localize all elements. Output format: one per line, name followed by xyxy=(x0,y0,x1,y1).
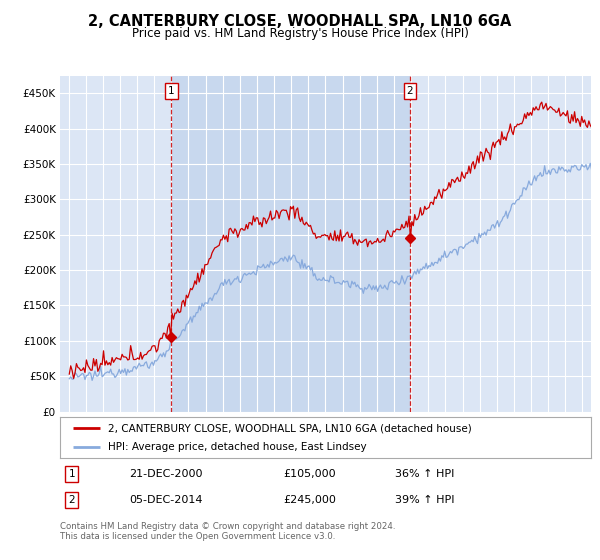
Text: 2: 2 xyxy=(406,86,413,96)
Bar xyxy=(172,76,410,412)
Text: 2, CANTERBURY CLOSE, WOODHALL SPA, LN10 6GA (detached house): 2, CANTERBURY CLOSE, WOODHALL SPA, LN10 … xyxy=(108,423,472,433)
Text: 1: 1 xyxy=(168,86,175,96)
Text: 2: 2 xyxy=(68,495,75,505)
Text: 2, CANTERBURY CLOSE, WOODHALL SPA, LN10 6GA: 2, CANTERBURY CLOSE, WOODHALL SPA, LN10 … xyxy=(88,14,512,29)
Text: 1: 1 xyxy=(68,469,75,479)
Text: 39% ↑ HPI: 39% ↑ HPI xyxy=(395,495,454,505)
Text: 05-DEC-2014: 05-DEC-2014 xyxy=(129,495,203,505)
Text: £245,000: £245,000 xyxy=(283,495,336,505)
Text: £105,000: £105,000 xyxy=(283,469,335,479)
Text: 21-DEC-2000: 21-DEC-2000 xyxy=(129,469,203,479)
Text: Contains HM Land Registry data © Crown copyright and database right 2024.
This d: Contains HM Land Registry data © Crown c… xyxy=(60,522,395,542)
Text: Price paid vs. HM Land Registry's House Price Index (HPI): Price paid vs. HM Land Registry's House … xyxy=(131,27,469,40)
Text: 36% ↑ HPI: 36% ↑ HPI xyxy=(395,469,454,479)
Text: HPI: Average price, detached house, East Lindsey: HPI: Average price, detached house, East… xyxy=(108,442,367,452)
